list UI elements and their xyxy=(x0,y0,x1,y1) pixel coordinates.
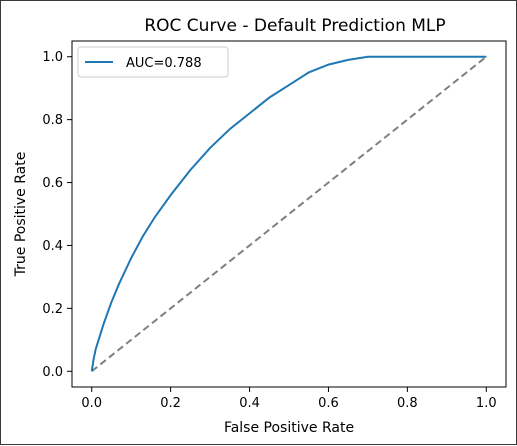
x-tick-label: 0.6 xyxy=(318,396,339,411)
y-tick-label: 0.4 xyxy=(42,239,63,254)
chart-title: ROC Curve - Default Prediction MLP xyxy=(144,16,445,36)
roc-curve-line xyxy=(90,55,487,372)
x-axis-label: False Positive Rate xyxy=(224,420,354,436)
diagonal-reference-line xyxy=(91,55,487,373)
x-tick-label: 0.8 xyxy=(397,396,418,411)
x-axis: 0.0 0.2 0.4 0.6 0.8 1.0 xyxy=(81,387,497,411)
legend: AUC=0.788 xyxy=(77,46,229,78)
y-tick-label: 0.6 xyxy=(42,176,63,191)
y-tick-label: 0.0 xyxy=(42,365,63,380)
legend-label: AUC=0.788 xyxy=(126,56,202,71)
y-tick-label: 0.8 xyxy=(42,113,63,128)
legend-box xyxy=(77,46,229,78)
x-tick-label: 0.2 xyxy=(160,396,181,411)
x-tick-label: 0.0 xyxy=(81,396,102,411)
x-tick-label: 1.0 xyxy=(476,396,497,411)
y-tick-label: 0.2 xyxy=(42,302,63,317)
y-axis: 0.0 0.2 0.4 0.6 0.8 1.0 xyxy=(42,50,72,380)
x-tick-label: 0.4 xyxy=(239,396,260,411)
y-tick-label: 1.0 xyxy=(42,50,63,65)
series-layer xyxy=(90,55,487,373)
y-axis-label: True Positive Rate xyxy=(13,152,29,278)
